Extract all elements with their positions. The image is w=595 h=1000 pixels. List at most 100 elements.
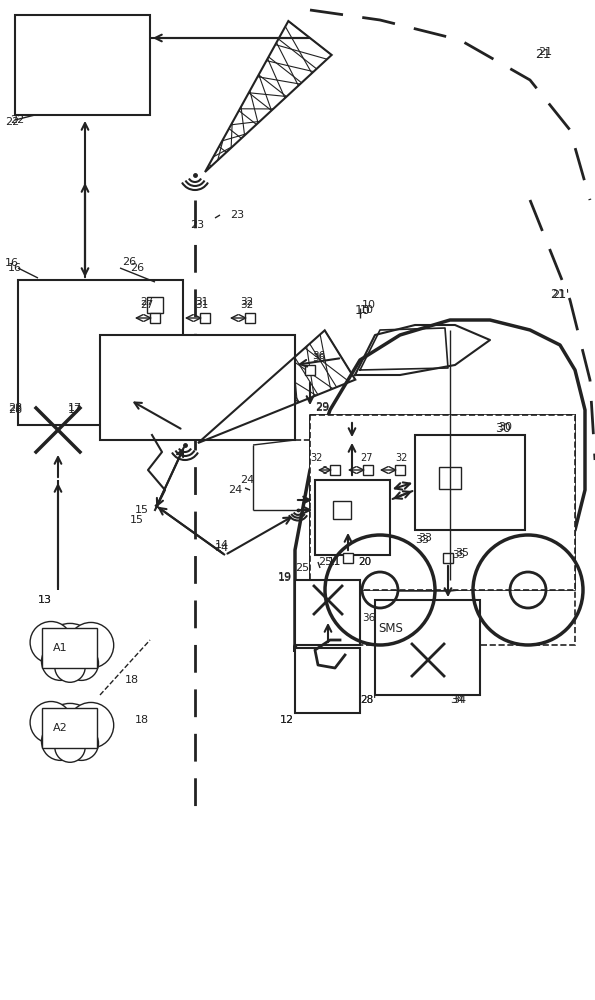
Text: 17: 17	[68, 405, 82, 415]
Text: 23: 23	[190, 220, 204, 230]
Circle shape	[64, 726, 99, 760]
Text: 25: 25	[295, 563, 309, 573]
Bar	[439, 467, 461, 489]
Circle shape	[42, 722, 80, 760]
Text: 28: 28	[8, 405, 22, 415]
Text: 16: 16	[8, 263, 22, 273]
Bar	[42, 628, 97, 668]
Bar	[333, 501, 351, 519]
Text: 12: 12	[280, 715, 294, 725]
Text: 30: 30	[495, 422, 511, 434]
Text: 35: 35	[452, 550, 465, 560]
Text: 22: 22	[5, 117, 19, 127]
Text: 20: 20	[358, 557, 371, 567]
Bar	[42, 708, 97, 748]
Text: 36: 36	[362, 613, 375, 623]
Circle shape	[43, 703, 96, 757]
Bar	[150, 313, 160, 323]
Text: 19: 19	[278, 572, 292, 582]
Text: 19: 19	[278, 573, 292, 583]
Text: 11: 11	[328, 557, 342, 567]
Text: SMS: SMS	[378, 621, 403, 635]
Text: 11: 11	[328, 557, 342, 567]
Bar	[100, 335, 295, 440]
Bar	[295, 580, 360, 645]
Circle shape	[68, 622, 114, 668]
Circle shape	[55, 652, 85, 682]
Text: 28: 28	[8, 403, 22, 413]
Circle shape	[68, 702, 114, 748]
Text: A1: A1	[53, 643, 68, 653]
Text: 24: 24	[228, 485, 242, 495]
Text: 21': 21'	[550, 288, 569, 302]
Bar	[395, 465, 405, 475]
Text: 18: 18	[135, 715, 149, 725]
Bar	[295, 648, 360, 713]
Text: 31: 31	[195, 300, 208, 310]
Text: 29: 29	[315, 403, 329, 413]
Bar	[305, 365, 315, 375]
Text: 26: 26	[122, 257, 136, 267]
Text: 18: 18	[125, 675, 139, 685]
Text: 12: 12	[280, 715, 294, 725]
Bar	[310, 415, 575, 645]
Circle shape	[64, 646, 99, 680]
Bar	[415, 435, 525, 530]
Text: 32: 32	[240, 300, 253, 310]
Text: 13: 13	[38, 595, 52, 605]
Bar	[375, 600, 480, 695]
Text: 21: 21	[535, 48, 551, 62]
Text: 26: 26	[130, 263, 144, 273]
Text: 23: 23	[230, 210, 244, 220]
Text: 31: 31	[195, 297, 208, 307]
Text: 25: 25	[318, 557, 332, 567]
Text: 15: 15	[130, 515, 144, 525]
Text: 24: 24	[240, 475, 254, 485]
Bar	[147, 297, 163, 313]
Text: 21': 21'	[552, 290, 569, 300]
Text: 34: 34	[450, 695, 464, 705]
Text: 30: 30	[498, 422, 512, 432]
Circle shape	[55, 732, 85, 762]
Text: 17: 17	[68, 403, 82, 413]
Text: 10: 10	[360, 305, 374, 315]
Text: 33: 33	[418, 533, 432, 543]
Text: 14: 14	[215, 543, 229, 553]
Circle shape	[42, 642, 80, 680]
Bar	[310, 415, 575, 590]
Bar	[18, 280, 183, 425]
Text: 22: 22	[10, 115, 24, 125]
Bar	[315, 480, 390, 555]
Text: 28': 28'	[360, 695, 376, 705]
Text: 33: 33	[415, 535, 429, 545]
Bar	[245, 313, 255, 323]
Text: 34: 34	[452, 695, 466, 705]
Bar	[15, 15, 150, 115]
Text: 28': 28'	[360, 695, 376, 705]
Text: 21: 21	[538, 47, 552, 57]
Text: 36: 36	[312, 353, 325, 363]
Text: 10: 10	[362, 300, 376, 310]
Text: 10: 10	[355, 304, 371, 316]
Bar	[200, 313, 210, 323]
Text: 32: 32	[395, 453, 408, 463]
Bar	[363, 465, 373, 475]
Text: 15: 15	[135, 505, 149, 515]
Text: 27: 27	[140, 297, 154, 307]
Text: 13: 13	[38, 595, 52, 605]
Bar	[343, 553, 353, 563]
Text: 29: 29	[315, 402, 329, 412]
Text: 20: 20	[358, 557, 371, 567]
Bar	[443, 553, 453, 563]
Circle shape	[43, 623, 96, 677]
Text: 16: 16	[5, 258, 19, 268]
Text: 14: 14	[215, 540, 229, 550]
Text: 27: 27	[360, 453, 372, 463]
Text: 36: 36	[312, 351, 325, 361]
Text: 32: 32	[310, 453, 322, 463]
Circle shape	[30, 702, 72, 743]
Text: 35: 35	[455, 548, 469, 558]
Bar	[330, 465, 340, 475]
Text: 27: 27	[140, 300, 154, 310]
Bar	[310, 415, 575, 590]
